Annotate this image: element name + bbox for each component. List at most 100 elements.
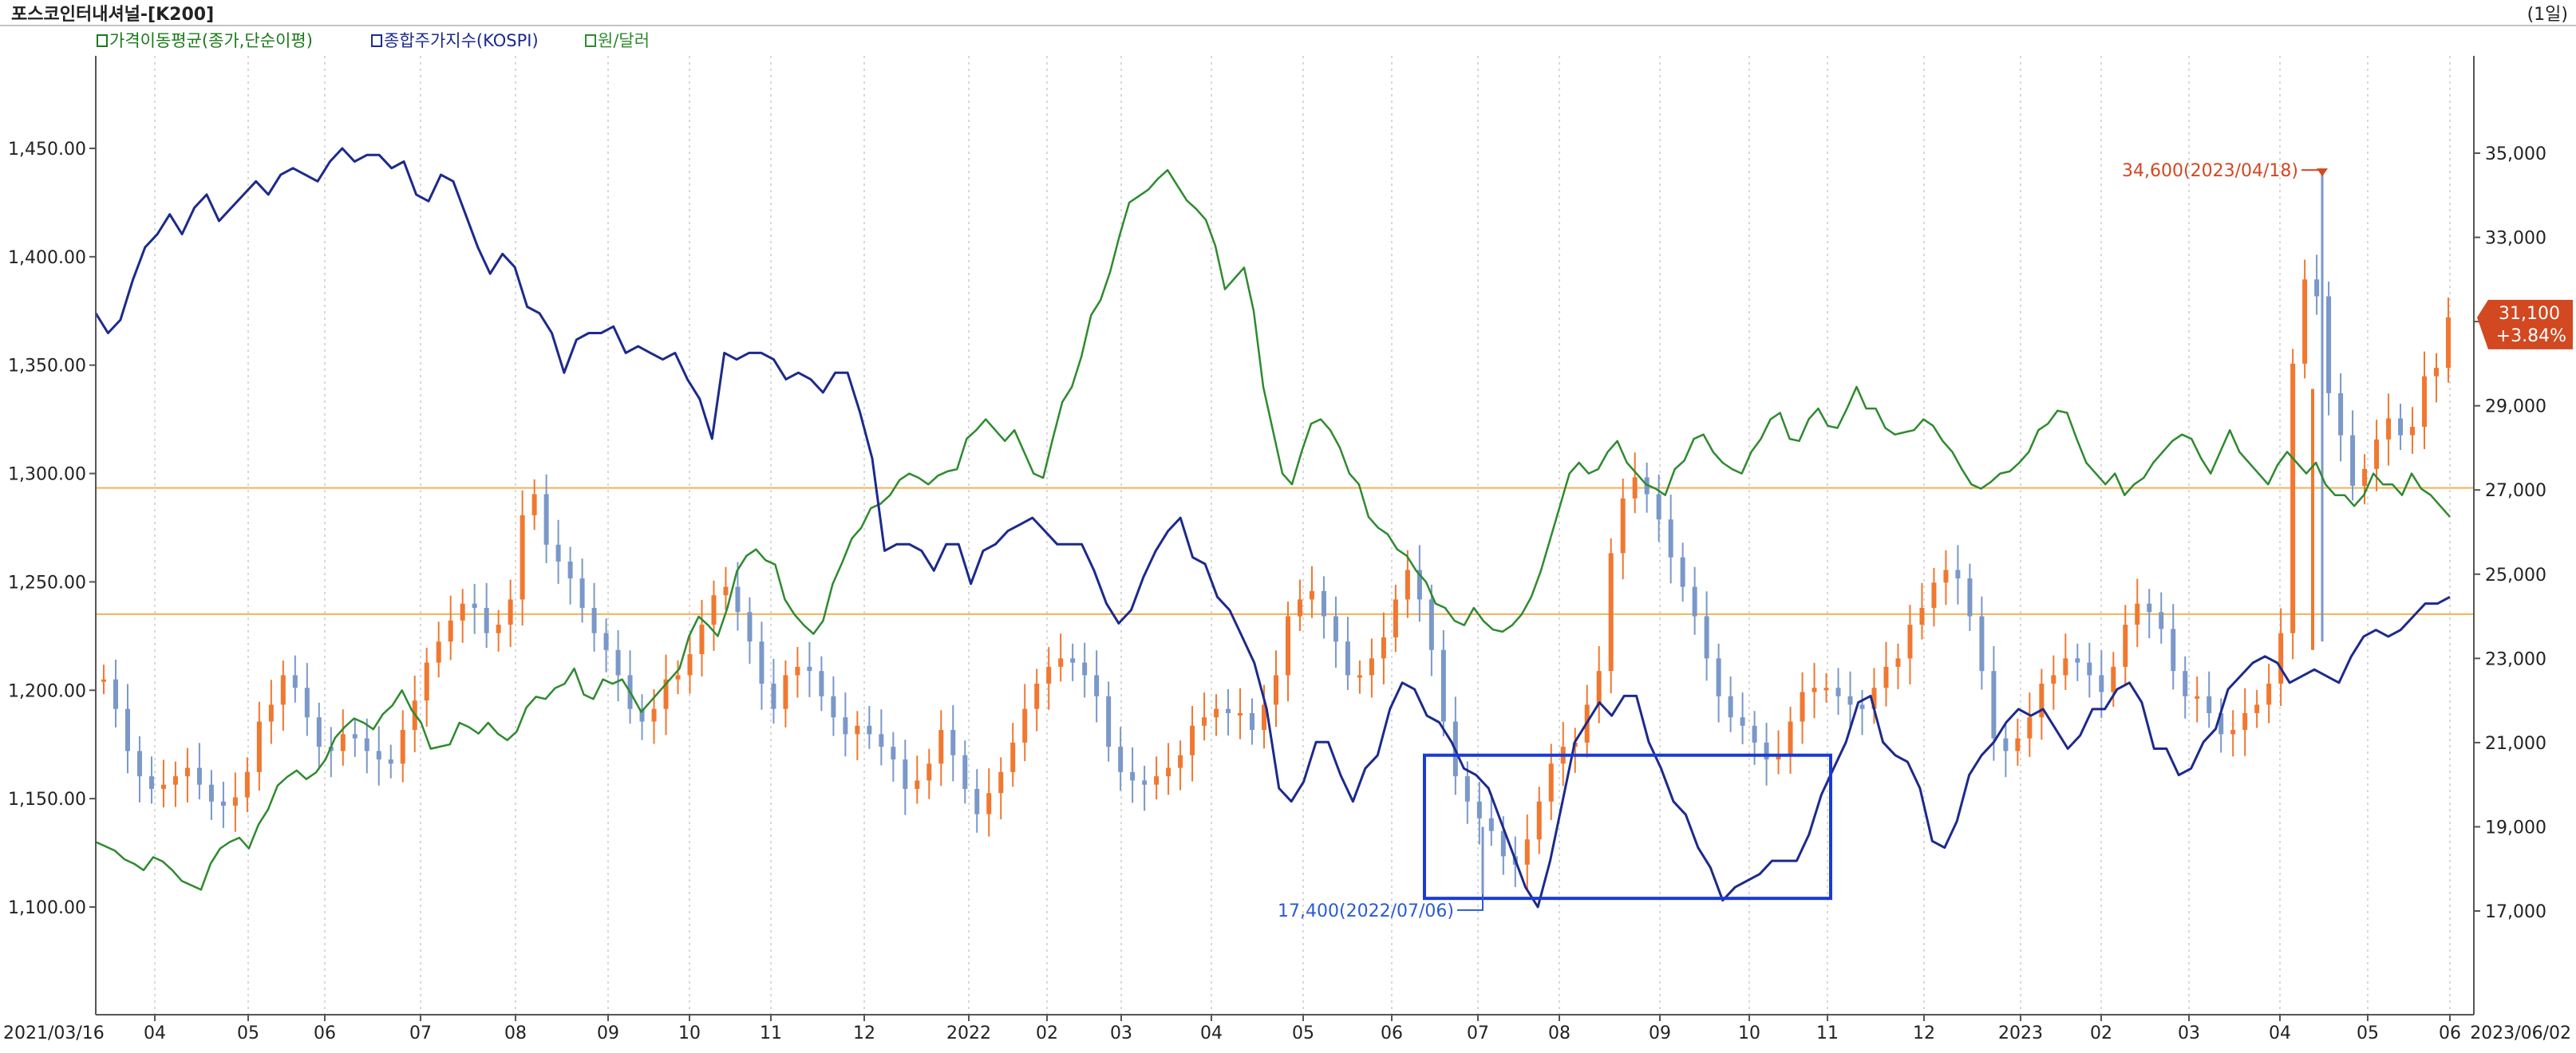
price-candles bbox=[101, 170, 2451, 894]
price-candle-body bbox=[1190, 725, 1195, 755]
price-candle-body bbox=[1907, 625, 1913, 659]
price-candle-body bbox=[2302, 279, 2308, 364]
high-price-label: 34,600(2023/04/18) bbox=[2122, 161, 2298, 181]
highlight-box bbox=[1423, 753, 1832, 901]
legend-checkbox-ma[interactable] bbox=[97, 34, 108, 47]
x-axis-tick-label: 2023 bbox=[1998, 1023, 2043, 1043]
last-price-badge bbox=[2477, 299, 2573, 349]
price-candle-body bbox=[1800, 692, 1805, 722]
price-candle-body bbox=[2039, 684, 2045, 718]
price-candle-body bbox=[1740, 717, 1745, 726]
low-price-label: 17,400(2022/07/06) bbox=[1278, 901, 1454, 921]
price-candle-body bbox=[962, 755, 968, 789]
grid-layer bbox=[154, 56, 2451, 1015]
price-candle-body bbox=[124, 708, 130, 751]
price-candle-body bbox=[376, 751, 381, 759]
legend: 가격이동평균(종가,단순이평) 종합주가지수(KOSPI) 원/달러 bbox=[97, 31, 650, 50]
right-axis-tick-label: 17,000 bbox=[2485, 902, 2546, 922]
annotations-layer: 34,600(2023/04/18) 17,400(2022/07/06) 31,1… bbox=[1278, 161, 2573, 921]
last-price-value: 31,100 bbox=[2499, 304, 2560, 324]
price-candle-body bbox=[1524, 839, 1530, 865]
x-axis-tick-label: 10 bbox=[1738, 1023, 1760, 1043]
price-candle-body bbox=[460, 603, 465, 621]
right-axis-tick-label: 25,000 bbox=[2485, 566, 2546, 586]
price-candle-body bbox=[1823, 688, 1829, 691]
price-candle-body bbox=[891, 747, 896, 759]
price-candle-body bbox=[998, 771, 1004, 794]
price-candle-body bbox=[256, 721, 262, 772]
price-candle-body bbox=[1416, 570, 1422, 600]
price-candle-body bbox=[926, 763, 932, 781]
price-candle-body bbox=[855, 725, 860, 735]
price-candle-body bbox=[2075, 658, 2080, 663]
price-candle-body bbox=[232, 797, 238, 807]
price-candle-body bbox=[1142, 780, 1148, 785]
x-axis-tick-label: 10 bbox=[678, 1023, 701, 1043]
price-candle-body bbox=[1309, 590, 1314, 600]
x-axis-tick-label: 02 bbox=[2090, 1023, 2112, 1043]
price-candle-body bbox=[1991, 671, 1997, 739]
left-axis-tick-label: 1,150.00 bbox=[8, 790, 86, 810]
price-candle-body bbox=[1238, 712, 1243, 716]
price-candle-body bbox=[1022, 708, 1028, 743]
price-candle-body bbox=[1752, 725, 1757, 743]
x-axis-tick-label: 03 bbox=[1110, 1023, 1132, 1043]
price-candle-body bbox=[2218, 712, 2224, 735]
price-candle-body bbox=[819, 671, 824, 696]
price-candle-body bbox=[2147, 603, 2152, 613]
price-candle-body bbox=[268, 704, 274, 722]
price-candle-body bbox=[807, 666, 812, 672]
price-candle-body bbox=[160, 784, 166, 789]
x-axis-tick-label: 06 bbox=[314, 1023, 336, 1043]
price-candle-body bbox=[543, 494, 549, 545]
price-candle-body bbox=[1381, 637, 1386, 659]
price-candle-body bbox=[555, 544, 561, 562]
price-candle-body bbox=[2398, 418, 2404, 436]
price-candle-body bbox=[1297, 599, 1302, 617]
right-axis-tick-label: 35,000 bbox=[2485, 144, 2546, 164]
price-candle-body bbox=[843, 717, 848, 735]
legend-checkbox-kospi[interactable] bbox=[371, 34, 382, 47]
price-candle-body bbox=[1333, 616, 1338, 642]
price-candle-body bbox=[352, 734, 358, 739]
price-candle-body bbox=[639, 708, 645, 722]
price-candle-body bbox=[567, 561, 573, 579]
price-candle-body bbox=[2003, 738, 2009, 751]
price-candle-body bbox=[2446, 317, 2451, 369]
price-candle-body bbox=[663, 679, 669, 709]
price-candle-body bbox=[1943, 570, 1949, 583]
price-candle-body bbox=[316, 717, 322, 747]
price-candle-body bbox=[1476, 801, 1482, 818]
x-axis-tick-label: 05 bbox=[1292, 1023, 1314, 1043]
usd-krw-line-layer bbox=[95, 168, 2451, 891]
price-candle-body bbox=[364, 738, 369, 751]
price-candle-body bbox=[1262, 704, 1267, 731]
price-candle-body bbox=[184, 767, 190, 777]
price-candle-body bbox=[2207, 696, 2212, 713]
legend-checkbox-krw[interactable] bbox=[585, 34, 596, 47]
price-candle-body bbox=[436, 641, 441, 663]
price-candle-body bbox=[1178, 755, 1183, 768]
price-candle-body bbox=[1728, 696, 1733, 718]
price-candle-body bbox=[1835, 688, 1841, 696]
price-candle-body bbox=[1883, 666, 1889, 688]
price-candle-body bbox=[1082, 662, 1088, 676]
price-candle-body bbox=[1369, 658, 1374, 676]
price-candle-body bbox=[1596, 671, 1602, 705]
price-candle-body bbox=[1680, 557, 1685, 587]
price-candle-body bbox=[1536, 801, 1542, 840]
chart-title: 포스코인터내셔널-[K200] bbox=[11, 5, 214, 25]
price-candle-body bbox=[1488, 818, 1494, 831]
x-axis-tick-label: 04 bbox=[1200, 1023, 1223, 1043]
price-candle-body bbox=[2135, 603, 2140, 625]
x-axis-tick-label: 04 bbox=[2269, 1023, 2291, 1043]
price-candle-body bbox=[496, 625, 501, 633]
x-axis-start-label: 2021/03/16 bbox=[3, 1023, 105, 1043]
price-candle-body bbox=[1440, 649, 1446, 722]
price-candle-body bbox=[1357, 675, 1362, 678]
price-candle-body bbox=[1967, 578, 1973, 617]
x-axis-tick-label: 09 bbox=[1649, 1023, 1671, 1043]
period-label: (1일) bbox=[2527, 5, 2568, 25]
price-candle-body bbox=[675, 675, 681, 680]
price-candle-body bbox=[340, 734, 346, 751]
